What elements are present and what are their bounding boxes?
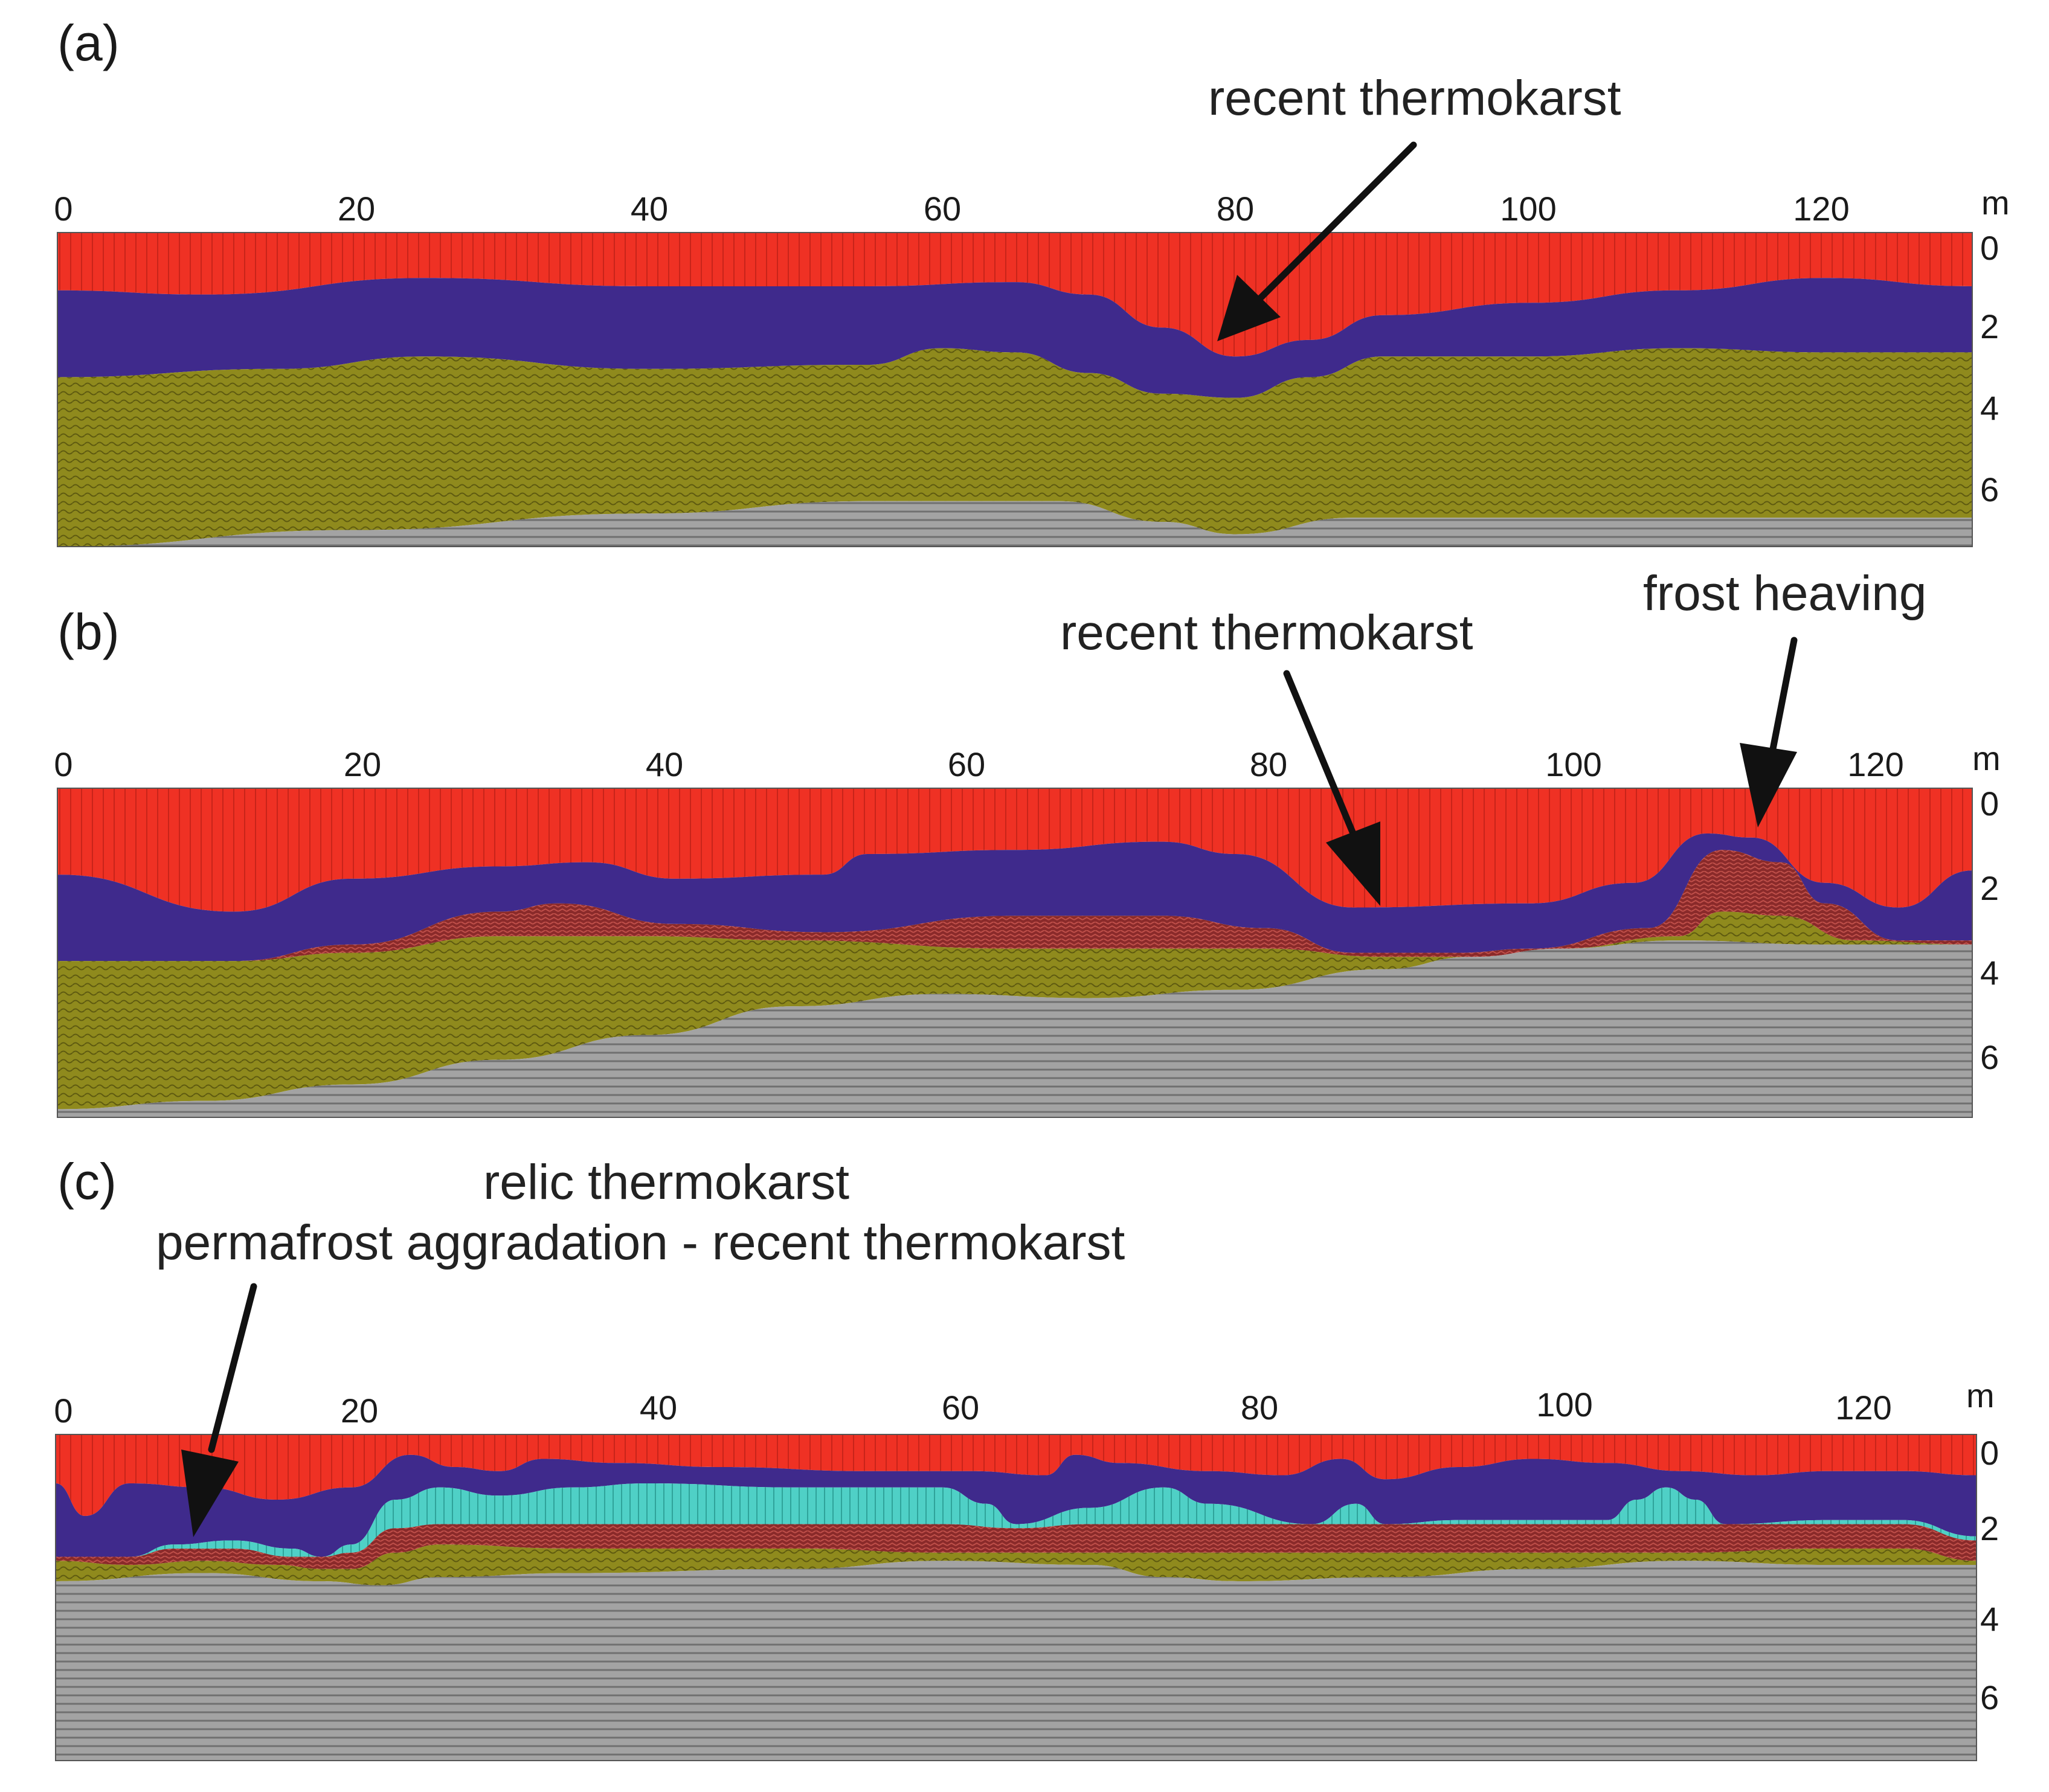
depth-tick-label: 2 bbox=[1980, 307, 1999, 345]
x-axis-ticks-c: 0 20 40 60 80 100 120 m bbox=[54, 1376, 1994, 1430]
depth-axis-c: 0 2 4 6 bbox=[1980, 1434, 1999, 1717]
annotation-label: recent thermokarst bbox=[1208, 71, 1621, 126]
depth-axis-a: 0 2 4 6 bbox=[1980, 229, 1999, 509]
arrow-shaft bbox=[1253, 141, 1417, 306]
layer-olive bbox=[56, 1544, 1977, 1585]
x-tick-label: 100 bbox=[1500, 190, 1556, 228]
depth-tick-label: 0 bbox=[1980, 229, 1999, 267]
x-tick-label: 0 bbox=[54, 745, 72, 783]
arrow-head bbox=[1326, 821, 1380, 906]
depth-axis-b: 0 2 4 6 bbox=[1980, 785, 1999, 1076]
depth-tick-label: 6 bbox=[1980, 1038, 1999, 1076]
panel-label-b: (b) bbox=[57, 603, 120, 660]
x-tick-label: 100 bbox=[1536, 1386, 1592, 1424]
layers-b bbox=[57, 788, 1972, 1117]
depth-tick-label: 2 bbox=[1980, 1509, 1999, 1547]
arrow-head bbox=[181, 1450, 239, 1537]
x-tick-label: 0 bbox=[54, 1392, 72, 1430]
panel-label-a: (a) bbox=[57, 14, 120, 71]
layer-brown bbox=[57, 850, 1972, 962]
layer-gray bbox=[56, 1561, 1977, 1761]
x-tick-label: 60 bbox=[942, 1389, 979, 1427]
arrow-head bbox=[1740, 743, 1797, 827]
annotation-frost-heaving-b: frost heaving bbox=[1643, 566, 1927, 827]
x-tick-label: 20 bbox=[338, 190, 375, 228]
profile-frame-b bbox=[57, 788, 1973, 1118]
x-unit-label: m bbox=[1966, 1376, 1995, 1415]
layer-blue bbox=[57, 278, 1972, 398]
layer-brown bbox=[56, 1524, 1977, 1569]
panel-b: (b) 0 20 40 60 80 100 120 m 0 2 4 6 rece… bbox=[54, 566, 2001, 1118]
x-tick-label: 20 bbox=[341, 1392, 378, 1430]
depth-tick-label: 4 bbox=[1980, 954, 1999, 992]
x-tick-label: 80 bbox=[1217, 190, 1254, 228]
depth-tick-label: 4 bbox=[1980, 389, 1999, 427]
layer-red bbox=[57, 233, 1972, 357]
x-unit-label: m bbox=[1972, 739, 2001, 777]
x-tick-label: 100 bbox=[1545, 745, 1601, 783]
x-tick-label: 40 bbox=[631, 190, 668, 228]
x-tick-label: 120 bbox=[1793, 190, 1849, 228]
x-axis-ticks-b: 0 20 40 60 80 100 120 m bbox=[54, 739, 2000, 783]
annotation-label: frost heaving bbox=[1643, 566, 1927, 621]
x-tick-label: 80 bbox=[1241, 1389, 1278, 1427]
profile-frame-c bbox=[55, 1434, 1977, 1761]
profile-frame-a bbox=[57, 232, 1973, 547]
x-tick-label: 20 bbox=[344, 745, 381, 783]
x-tick-label: 60 bbox=[924, 190, 961, 228]
layer-blue bbox=[57, 833, 1972, 962]
x-tick-label: 0 bbox=[54, 190, 72, 228]
arrow-shaft bbox=[1283, 670, 1357, 837]
layer-olive bbox=[57, 911, 1972, 1110]
layer-cyan bbox=[56, 1483, 1977, 1557]
annotation-label: recent thermokarst bbox=[1060, 605, 1473, 660]
annotation-label: relic thermokarst bbox=[483, 1155, 849, 1210]
x-tick-label: 40 bbox=[646, 745, 683, 783]
panel-c: (c) 0 20 40 60 80 100 120 m 0 2 4 6 reli… bbox=[54, 1153, 1999, 1761]
panel-label-c: (c) bbox=[57, 1153, 117, 1210]
annotation-recent-thermokarst-a: recent thermokarst bbox=[1208, 71, 1621, 341]
depth-tick-label: 0 bbox=[1980, 1434, 1999, 1472]
arrow-shaft bbox=[1769, 637, 1798, 753]
x-tick-label: 40 bbox=[640, 1389, 677, 1427]
depth-tick-label: 6 bbox=[1980, 1678, 1999, 1717]
arrow-shaft bbox=[208, 1283, 257, 1453]
annotation-recent-thermokarst-b: recent thermokarst bbox=[1060, 605, 1473, 906]
depth-tick-label: 2 bbox=[1980, 869, 1999, 907]
layer-gray bbox=[57, 940, 1972, 1117]
x-unit-label: m bbox=[1981, 184, 2010, 222]
x-tick-label: 120 bbox=[1835, 1389, 1891, 1427]
x-tick-label: 60 bbox=[948, 745, 985, 783]
layer-red bbox=[56, 1434, 1977, 1516]
layer-gray bbox=[57, 501, 1972, 547]
panel-a: (a) 0 20 40 60 80 100 120 m 0 2 4 6 rece… bbox=[54, 14, 2010, 547]
annotation-permafrost-aggradation-c: permafrost aggradation - recent thermoka… bbox=[156, 1215, 1125, 1537]
x-axis-ticks-a: 0 20 40 60 80 100 120 m bbox=[54, 184, 2009, 228]
annotation-label: permafrost aggradation - recent thermoka… bbox=[156, 1215, 1125, 1270]
layer-blue bbox=[56, 1454, 1977, 1557]
annotation-relic-thermokarst-c: relic thermokarst bbox=[483, 1155, 849, 1210]
arrow-head bbox=[1217, 275, 1281, 341]
depth-tick-label: 4 bbox=[1980, 1600, 1999, 1638]
x-tick-label: 120 bbox=[1847, 745, 1903, 783]
layer-olive bbox=[57, 348, 1972, 547]
depth-tick-label: 6 bbox=[1980, 470, 1999, 509]
layers-c bbox=[56, 1434, 1977, 1761]
depth-tick-label: 0 bbox=[1980, 785, 1999, 823]
x-tick-label: 80 bbox=[1250, 745, 1287, 783]
layers-a bbox=[57, 233, 1972, 547]
